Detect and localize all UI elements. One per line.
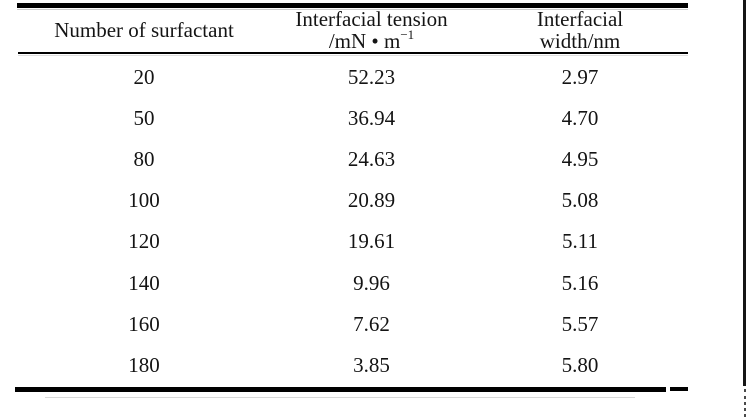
table-top-rule-scan-fringe xyxy=(17,9,688,10)
cell-surfactant: 120 xyxy=(128,229,160,254)
cell-tension: 36.94 xyxy=(347,105,396,130)
cell-width: 5.08 xyxy=(561,188,599,213)
table-header-row: Number of surfactant Interfacial tension… xyxy=(17,8,688,52)
cell-width: 2.97 xyxy=(561,64,599,89)
cell-width: 5.57 xyxy=(561,311,599,336)
column-header-width-line1: Interfacial xyxy=(536,7,624,31)
cell-tension: 24.63 xyxy=(347,146,396,171)
cell-surfactant: 180 xyxy=(128,352,160,377)
tension-unit-superscript: −1 xyxy=(400,27,415,42)
table-bottom-rule-scan-fringe xyxy=(45,397,635,398)
cell-tension: 7.62 xyxy=(353,311,390,336)
cell-surfactant: 80 xyxy=(133,146,155,171)
cell-width: 5.11 xyxy=(562,229,598,254)
scan-page-edge-dotted-line xyxy=(744,389,746,417)
table-bottom-rule-end-segment xyxy=(670,387,688,391)
cell-surfactant: 100 xyxy=(128,188,160,213)
scan-page-edge-line xyxy=(743,0,746,386)
table-header-rule xyxy=(18,52,688,54)
column-header-surfactant-label: Number of surfactant xyxy=(54,18,234,42)
cell-width: 4.95 xyxy=(561,146,599,171)
cell-surfactant: 50 xyxy=(133,105,155,130)
cell-tension: 20.89 xyxy=(347,188,396,213)
column-header-surfactant: Number of surfactant xyxy=(17,8,271,52)
cell-surfactant: 20 xyxy=(133,64,155,89)
table-body: 20 52.23 2.97 50 36.94 4.70 80 24.63 4.9… xyxy=(17,56,688,386)
cell-surfactant: 140 xyxy=(128,270,160,295)
cell-tension: 9.96 xyxy=(353,270,390,295)
column-header-tension-line1: Interfacial tension xyxy=(295,7,448,31)
column-header-width-line2: width/nm xyxy=(539,29,621,53)
cell-tension: 19.61 xyxy=(347,229,396,254)
cell-surfactant: 160 xyxy=(128,311,160,336)
table-header-rule-scan-fringe xyxy=(18,55,688,56)
tension-unit-base: /mN • m xyxy=(328,29,401,53)
cell-tension: 3.85 xyxy=(353,352,390,377)
cell-width: 4.70 xyxy=(561,105,599,130)
table-top-rule xyxy=(17,3,688,8)
cell-width: 5.16 xyxy=(561,270,599,295)
column-header-width: Interfacial width/nm xyxy=(472,8,688,52)
column-header-tension-unit: /mN • m−1 xyxy=(328,27,415,53)
table-bottom-rule xyxy=(15,387,666,392)
cell-width: 5.80 xyxy=(561,352,599,377)
cell-tension: 52.23 xyxy=(347,64,396,89)
column-header-tension: Interfacial tension /mN • m−1 xyxy=(271,8,472,52)
